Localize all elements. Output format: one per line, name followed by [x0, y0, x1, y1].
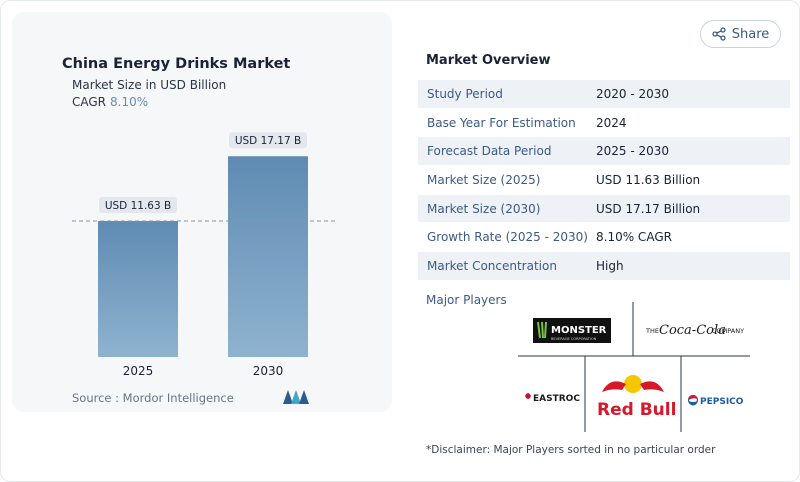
pepsico-logo: PEPSICO	[687, 394, 744, 407]
bar-chart: USD 11.63 B 2025 USD 17.17 B 2030	[72, 132, 338, 378]
x-tick-label: 2030	[253, 364, 284, 378]
monster-logo: MONSTER BEVERAGE CORPORATION	[533, 318, 611, 343]
data-label-bg	[99, 197, 177, 214]
overview-value: USD 11.63 Billion	[596, 172, 701, 187]
eastroc-logo-text: EASTROC	[533, 394, 580, 404]
overview-row: Study Period 2020 - 2030	[418, 80, 790, 109]
major-players-logos: MONSTER BEVERAGE CORPORATION THE Coca-Co…	[518, 302, 750, 432]
chart-subtitle: Market Size in USD Billion	[72, 78, 227, 92]
overview-value: USD 17.17 Billion	[596, 201, 701, 216]
overview-value: 2025 - 2030	[596, 144, 670, 159]
cagr-label: CAGR	[72, 95, 107, 109]
chart-title: China Energy Drinks Market	[62, 56, 291, 72]
red-bull-logo: Red Bull	[597, 375, 676, 420]
overview-label: Market Concentration	[427, 258, 557, 273]
data-label: USD 11.63 B	[105, 200, 171, 212]
overview-row: Market Concentration High	[418, 252, 790, 281]
overview-value: 2020 - 2030	[596, 86, 670, 101]
source-text: Source : Mordor Intelligence	[72, 391, 234, 405]
data-label-bg	[229, 132, 307, 149]
cagr-line: CAGR 8.10%	[72, 95, 148, 109]
overview-row: Base Year For Estimation 2024	[418, 109, 790, 138]
overview-label: Growth Rate (2025 - 2030)	[427, 230, 588, 245]
eastroc-logo: EASTROC	[525, 393, 580, 404]
bar-2030	[228, 156, 308, 357]
pepsico-logo-text: PEPSICO	[700, 397, 744, 407]
data-label: USD 17.17 B	[235, 135, 301, 147]
bar-2025	[98, 221, 178, 357]
coca-cola-prefix: THE	[645, 327, 659, 335]
cagr-value: 8.10%	[110, 95, 149, 109]
overview-label: Base Year For Estimation	[427, 115, 576, 130]
overview-label: Study Period	[427, 86, 503, 101]
overview-value: 2024	[596, 115, 627, 130]
overview-label: Market Size (2030)	[427, 201, 541, 216]
coca-cola-suffix: COMPANY	[712, 327, 744, 335]
mordor-logo-icon	[283, 390, 309, 404]
overview-row: Market Size (2030) USD 17.17 Billion	[418, 194, 790, 224]
overview-title: Market Overview	[426, 53, 551, 68]
disclaimer-text: *Disclaimer: Major Players sorted in no …	[426, 444, 716, 456]
overview-row: Forecast Data Period 2025 - 2030	[418, 137, 790, 167]
red-bull-logo-text: Red Bull	[597, 400, 676, 420]
overview-value: High	[596, 258, 624, 273]
monster-logo-text: MONSTER	[551, 325, 607, 336]
share-button[interactable]: Share	[700, 20, 781, 48]
coca-cola-name: Coca-Cola	[659, 323, 726, 338]
overview-row: Growth Rate (2025 - 2030) 8.10% CAGR	[418, 223, 790, 253]
coca-cola-logo: THE Coca-Cola COMPANY	[645, 323, 744, 338]
chart-card	[12, 12, 392, 412]
x-tick-label: 2025	[123, 364, 154, 378]
overview-label: Market Size (2025)	[427, 172, 541, 187]
overview-value: 8.10% CAGR	[596, 230, 672, 245]
monster-logo-subtext: BEVERAGE CORPORATION	[551, 337, 597, 341]
share-icon	[712, 27, 726, 41]
overview-table: Study Period 2020 - 2030 Base Year For E…	[418, 80, 790, 281]
share-label: Share	[731, 26, 770, 42]
players-title: Major Players	[426, 293, 507, 307]
overview-label: Forecast Data Period	[427, 144, 552, 159]
overview-row: Market Size (2025) USD 11.63 Billion	[418, 166, 790, 195]
